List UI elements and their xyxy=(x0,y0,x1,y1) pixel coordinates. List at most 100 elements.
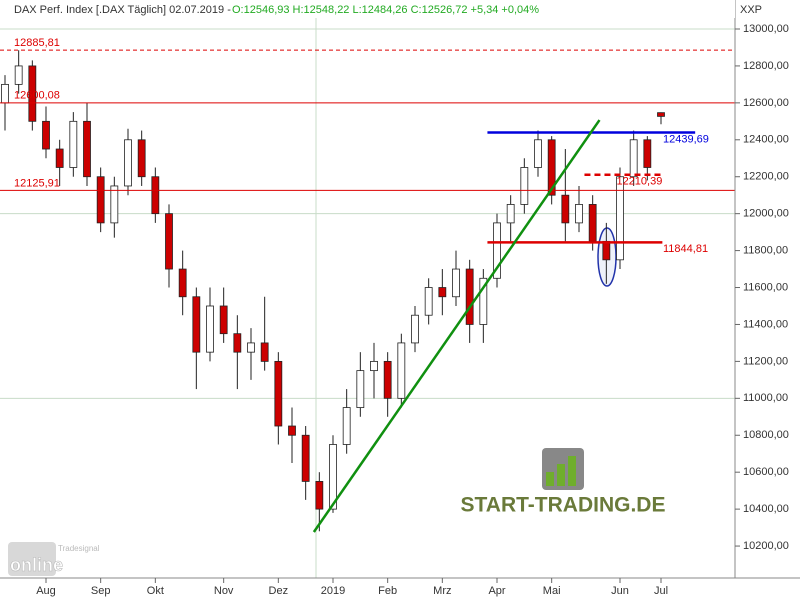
logo-bg xyxy=(8,542,56,576)
header-bg xyxy=(0,0,735,18)
candle-body xyxy=(137,139,146,178)
candle-body xyxy=(28,65,37,122)
candle-body xyxy=(356,370,365,408)
level-label: 12885,81 xyxy=(14,37,60,49)
watermark: START-TRADING.DE xyxy=(461,494,666,517)
x-tick-label: Dez xyxy=(269,585,289,597)
candle-body xyxy=(602,240,611,261)
candle-body xyxy=(547,139,556,196)
x-tick-label: Jun xyxy=(611,585,629,597)
x-tick-label: Nov xyxy=(214,585,234,597)
candle-body xyxy=(192,296,201,353)
y-tick-label: 11200,00 xyxy=(743,355,788,367)
y-tick-label: 11600,00 xyxy=(743,281,788,293)
logo-bottom: online xyxy=(10,555,63,575)
y-tick-label: 10800,00 xyxy=(743,429,789,441)
candle-body xyxy=(588,204,597,242)
logo-bar xyxy=(557,464,565,486)
logo-top: Tradesignal xyxy=(58,544,100,553)
candle-body xyxy=(424,287,433,316)
logo-bar xyxy=(568,456,576,486)
y-tick-label: 11400,00 xyxy=(743,318,788,330)
candle-body xyxy=(206,305,214,353)
candle-body xyxy=(575,204,583,224)
candle-body xyxy=(465,268,474,325)
axis-code: XXP xyxy=(740,4,762,16)
logo-bar xyxy=(546,472,554,486)
candle-body xyxy=(520,167,529,205)
candle-body xyxy=(165,213,173,270)
candle-body xyxy=(329,444,337,510)
quote-text: O:12546,93 H:12548,22 L:12484,26 C:12526… xyxy=(232,4,539,16)
candle-body xyxy=(342,407,351,445)
y-tick-label: 13000,00 xyxy=(743,23,789,35)
candle-body xyxy=(506,204,515,224)
candle-body xyxy=(260,342,269,362)
candle-body xyxy=(219,305,228,335)
y-tick-label: 12000,00 xyxy=(743,208,789,220)
candle-body xyxy=(629,139,638,178)
candle-body xyxy=(493,222,501,279)
candle-body xyxy=(301,434,310,482)
x-tick-label: Sep xyxy=(91,585,111,597)
y-tick-label: 10600,00 xyxy=(743,466,789,478)
candle-body xyxy=(561,194,570,224)
y-tick-label: 12800,00 xyxy=(743,60,789,72)
candle-body xyxy=(247,342,255,353)
x-tick-label: 2019 xyxy=(321,585,345,597)
candle-body xyxy=(534,139,542,168)
candle-body xyxy=(274,360,283,427)
watermark-logo xyxy=(542,448,584,490)
level-label: 12210,39 xyxy=(616,176,662,188)
y-tick-label: 11800,00 xyxy=(743,244,788,256)
x-tick-label: Mai xyxy=(543,585,561,597)
axes: 13000,00 12800,00 12600,00 12400,00 12200,00… xyxy=(36,23,789,597)
level-label: 11844,81 xyxy=(663,243,708,255)
x-tick-label: Jul xyxy=(654,585,668,597)
candle-body xyxy=(616,176,624,261)
candle-body xyxy=(124,139,132,187)
candle-body xyxy=(479,277,488,325)
x-tick-label: Okt xyxy=(147,585,164,597)
candle-body xyxy=(452,268,460,298)
candle-body xyxy=(178,268,187,298)
level-label: 12125,91 xyxy=(14,177,60,189)
y-tick-label: 11000,00 xyxy=(743,392,788,404)
candle-body xyxy=(411,314,419,344)
chart-title: DAX Perf. Index [.DAX Täglich] 02.07.201… xyxy=(14,4,231,16)
candle-body xyxy=(233,333,242,353)
y-tick-label: 10200,00 xyxy=(743,540,789,552)
y-tick-label: 12400,00 xyxy=(743,134,789,146)
candle-body xyxy=(315,481,324,510)
y-tick-label: 12600,00 xyxy=(743,97,789,109)
candle-body xyxy=(397,342,406,399)
candle-body xyxy=(643,139,652,168)
candle-body xyxy=(438,287,447,298)
candles xyxy=(1,50,665,532)
candle-body xyxy=(370,360,378,372)
candle-body xyxy=(1,83,9,104)
x-tick-label: Feb xyxy=(378,585,397,597)
candle-body xyxy=(96,176,105,224)
x-tick-label: Aug xyxy=(36,585,56,597)
level-label: 12600,08 xyxy=(14,90,60,102)
candle-body xyxy=(42,120,50,150)
x-tick-label: Apr xyxy=(488,585,505,597)
candle-body xyxy=(83,120,91,178)
candle-body xyxy=(110,185,119,224)
candle-body xyxy=(14,65,23,85)
candle-body xyxy=(55,148,64,168)
grid xyxy=(0,28,735,399)
candle-body xyxy=(383,360,392,399)
candle-body xyxy=(151,176,160,215)
candle-body xyxy=(69,120,78,168)
level-label: 12439,69 xyxy=(663,133,709,145)
levels: 12885,81 12600,08 12125,91 12439,69 11844,81… xyxy=(0,37,735,533)
trendline xyxy=(312,119,601,533)
candle-body xyxy=(288,425,296,436)
x-tick-label: Mrz xyxy=(433,585,451,597)
y-tick-label: 10400,00 xyxy=(743,503,789,515)
